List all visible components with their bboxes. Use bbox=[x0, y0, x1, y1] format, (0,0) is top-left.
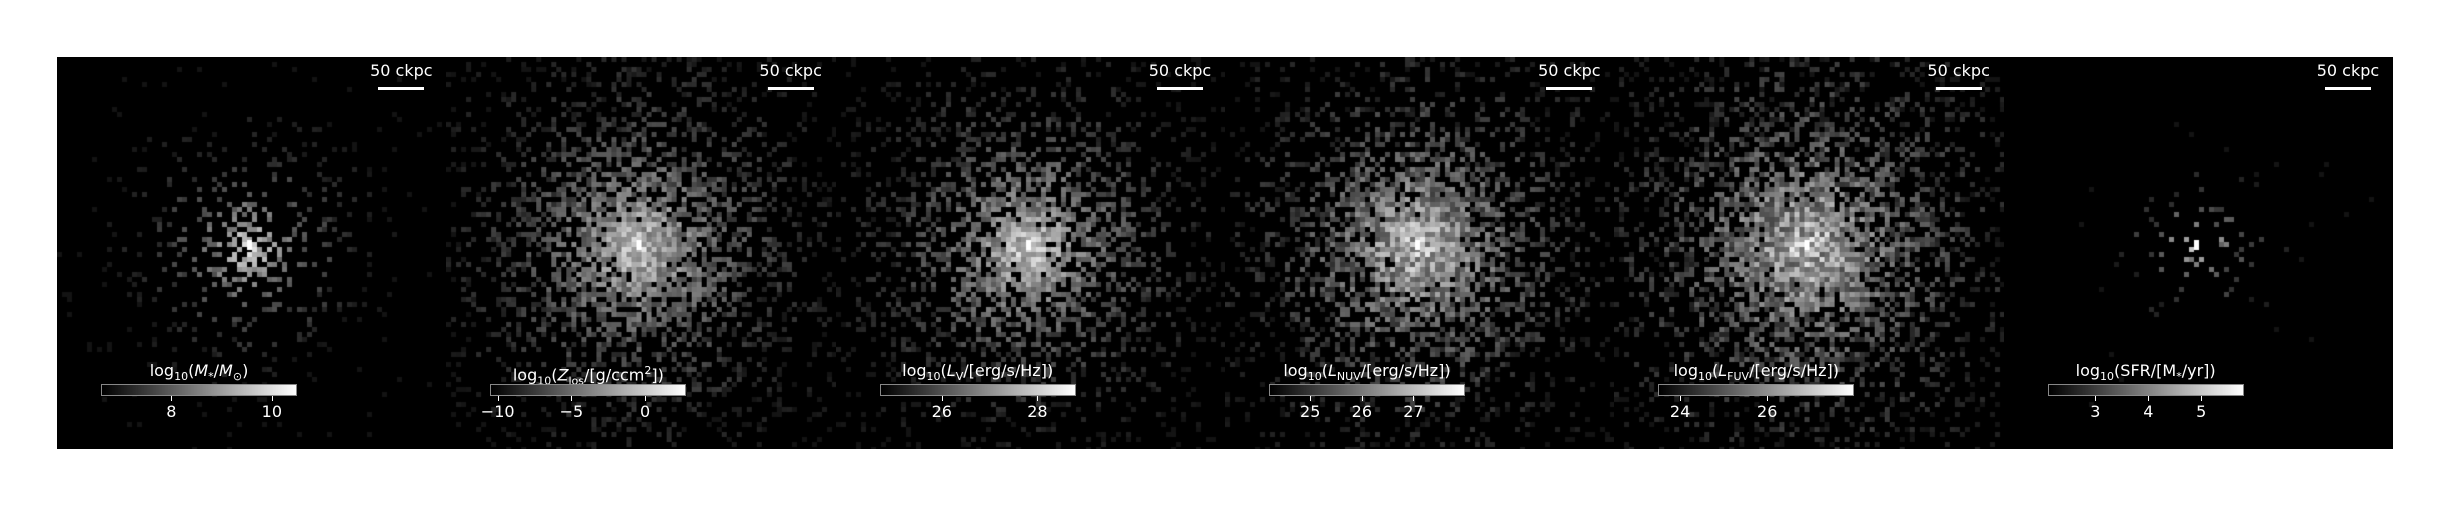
colorbar-tick-label: 5 bbox=[2196, 402, 2207, 421]
colorbar-tick bbox=[645, 396, 647, 401]
colorbar-tick-label: 10 bbox=[261, 402, 283, 421]
galaxy-map-image bbox=[2003, 57, 2393, 449]
scale-bar-line bbox=[1935, 87, 1982, 90]
colorbar-gradient bbox=[2047, 384, 2244, 396]
scale-bar-label: 50 ckpc bbox=[370, 61, 433, 80]
colorbar-tick-label: −5 bbox=[559, 402, 584, 421]
map-panel-2: 50 ckpc log10(Zlos/[g/ccm2]) −10 −5 0 bbox=[446, 57, 836, 449]
scale-bar-label: 50 ckpc bbox=[1538, 61, 1601, 80]
colorbar-tick-label: 24 bbox=[1669, 402, 1691, 421]
galaxy-map-image bbox=[1614, 57, 2004, 449]
colorbar-tick bbox=[271, 396, 273, 401]
scale-bar-line bbox=[378, 87, 425, 90]
colorbar-label: log10(SFR/[M*/yr]) bbox=[2075, 361, 2216, 384]
galaxy-map-image bbox=[57, 57, 447, 449]
colorbar-tick-label: 8 bbox=[166, 402, 177, 421]
colorbar-tick bbox=[2201, 396, 2203, 401]
scale-bar-label: 50 ckpc bbox=[2316, 61, 2380, 80]
scale-bar-label: 50 ckpc bbox=[759, 61, 822, 80]
colorbar-gradient bbox=[490, 384, 687, 396]
scale-bar: 50 ckpc bbox=[1927, 62, 1990, 90]
colorbar-label: log10(M*/M⊙) bbox=[149, 361, 249, 384]
colorbar-tick bbox=[1767, 396, 1769, 401]
colorbar-gradient bbox=[101, 384, 297, 396]
colorbar-gradient bbox=[1268, 384, 1465, 396]
colorbar-tick bbox=[2148, 396, 2150, 401]
colorbar-tick bbox=[1037, 396, 1039, 401]
colorbar-tick-label: 4 bbox=[2143, 402, 2154, 421]
map-panel-5: 50 ckpc log10(LFUV/[erg/s/Hz]) 24 26 bbox=[1614, 57, 2004, 449]
colorbar-tick-label: 0 bbox=[639, 402, 651, 421]
colorbar-tick-label: −10 bbox=[480, 402, 515, 421]
colorbar-tick-label: 26 bbox=[931, 402, 952, 421]
colorbar-tick bbox=[1413, 396, 1415, 401]
colorbar-tick-label: 3 bbox=[2090, 402, 2101, 421]
galaxy-map-image bbox=[835, 57, 1225, 449]
colorbar-tick bbox=[171, 396, 173, 401]
colorbar-tick-label: 26 bbox=[1757, 402, 1778, 421]
colorbar-tick bbox=[571, 396, 573, 401]
colorbar-tick-label: 25 bbox=[1300, 402, 1321, 421]
colorbar-tick-label: 27 bbox=[1403, 402, 1424, 421]
colorbar-label: log10(LNUV/[erg/s/Hz]) bbox=[1283, 361, 1451, 384]
scale-bar-label: 50 ckpc bbox=[1927, 61, 1990, 80]
colorbar-tick bbox=[1361, 396, 1363, 401]
colorbar-tick bbox=[941, 396, 943, 401]
map-panel-3: 50 ckpc log10(LV/[erg/s/Hz]) 26 28 bbox=[835, 57, 1225, 449]
colorbar-tick-label: 26 bbox=[1351, 402, 1372, 421]
colorbar-gradient bbox=[879, 384, 1076, 396]
colorbar-tick bbox=[1680, 396, 1682, 401]
colorbar-tick-label: 28 bbox=[1027, 402, 1048, 421]
map-panel-6: 50 ckpc log10(SFR/[M*/yr]) 3 4 5 bbox=[2003, 57, 2393, 449]
scale-bar-line bbox=[1156, 87, 1203, 90]
galaxy-map-image bbox=[1224, 57, 1615, 449]
scale-bar-label: 50 ckpc bbox=[1148, 61, 1212, 80]
scale-bar-line bbox=[767, 87, 814, 90]
galaxy-map-image bbox=[446, 57, 836, 449]
scale-bar: 50 ckpc bbox=[2317, 62, 2379, 90]
colorbar-tick bbox=[2095, 396, 2097, 401]
scale-bar-line bbox=[1546, 87, 1593, 90]
scale-bar: 50 ckpc bbox=[1538, 62, 1601, 90]
colorbar-tick bbox=[1310, 396, 1312, 401]
colorbar-gradient bbox=[1658, 384, 1855, 396]
image-strip: 50 ckpc log10(M*/M⊙) 8 10 50 ckpc log10(Zlos/… bbox=[57, 57, 2393, 449]
scale-bar: 50 ckpc bbox=[370, 62, 433, 90]
colorbar-tick bbox=[497, 396, 499, 401]
colorbar-label: log10(LV/[erg/s/Hz]) bbox=[902, 361, 1054, 384]
map-panel-1: 50 ckpc log10(M*/M⊙) 8 10 bbox=[57, 57, 447, 449]
map-panel-4: 50 ckpc log10(LNUV/[erg/s/Hz]) 25 26 27 bbox=[1224, 57, 1615, 449]
colorbar-label: log10(LFUV/[erg/s/Hz]) bbox=[1673, 361, 1840, 384]
scale-bar: 50 ckpc bbox=[1149, 62, 1211, 90]
scale-bar: 50 ckpc bbox=[759, 62, 822, 90]
scale-bar-line bbox=[2324, 87, 2371, 90]
